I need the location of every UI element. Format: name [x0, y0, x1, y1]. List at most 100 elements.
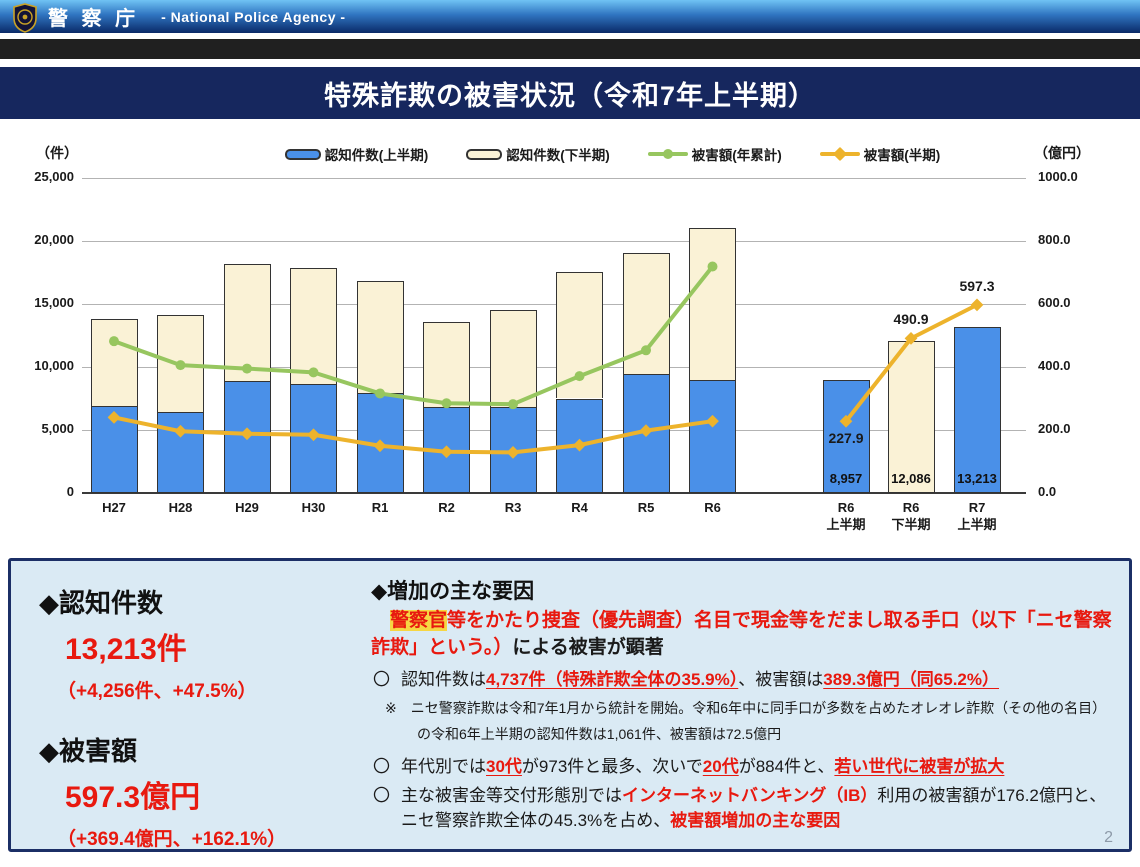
chart-legend: 認知件数(上半期) 認知件数(下半期) 被害額(年累計) 被害額(半期) — [85, 144, 1140, 164]
text-segment: 認知件数は — [401, 669, 486, 689]
x-label-line: 上半期 — [826, 517, 866, 532]
bullet-text: 認知件数は4,737件（特殊詐欺全体の35.9%）、被害額は389.3億円（同6… — [401, 667, 1115, 693]
left-tick-25000: 25,000 — [34, 169, 74, 184]
left-tick-5000: 5,000 — [41, 421, 74, 436]
factors-bullet-3: 〇 主な被害金等交付形態別ではインターネットバンキング（IB）利用の被害額が17… — [371, 783, 1115, 834]
x-label-line: 上半期 — [957, 517, 997, 532]
left-tick-0: 0 — [66, 484, 74, 499]
bar-R6-first-half — [689, 380, 736, 493]
legend-label: 認知件数(下半期) — [506, 148, 610, 163]
text-segment: 年代別では — [401, 757, 486, 777]
blue-bar-swatch-icon — [284, 148, 321, 160]
text-segment: 20代 — [702, 757, 739, 777]
line-marker-diamond — [174, 424, 187, 438]
factors-column: ◆増加の主な要因 警察官等をかたり捜査（優先調査）名目で現金等をだまし取る手口（… — [371, 561, 1129, 849]
text-segment: インターネットバンキング（IB） — [622, 785, 878, 805]
bar-value-label: 12,086 — [891, 471, 931, 486]
text-segment: 利用の被害額が176.2億円と、ニセ警察詐欺全体の45.3%を占め、 — [401, 785, 1107, 831]
left-axis-unit: （件） — [36, 145, 78, 161]
line-marker-circle — [175, 360, 186, 371]
cumulative-damage-line — [112, 264, 715, 407]
text-segment: による被害が顕著 — [512, 636, 664, 658]
x-label-R5: R5 — [637, 500, 655, 515]
legend-label: 被害額(年累計) — [691, 148, 782, 163]
line-marker-circle — [308, 367, 319, 378]
green-line-swatch-icon — [647, 147, 688, 161]
line-value-label: 597.3 — [959, 277, 995, 294]
line-marker-diamond — [440, 445, 453, 459]
line-marker-diamond — [107, 411, 121, 424]
right-tick-200: 200.0 — [1038, 421, 1071, 436]
bar-R6-second-half — [689, 227, 736, 381]
gridline-20000 — [82, 241, 1026, 242]
text-segment: 30代 — [486, 757, 522, 777]
x-label-line: 下半期 — [891, 517, 931, 532]
bar-R3-second-half — [489, 310, 537, 408]
bullet-marker: 〇 — [373, 785, 390, 805]
x-axis-line — [82, 492, 1026, 494]
damage-change: （+369.4億円、+162.1%） — [57, 829, 287, 850]
right-tick-400: 400.0 — [1038, 358, 1071, 373]
line-marker-circle — [242, 363, 252, 374]
x-label-H27: H27 — [102, 500, 126, 515]
cases-value: 13,213件 — [65, 633, 187, 666]
page-title: 特殊詐欺の被害状況（令和7年上半期） — [323, 80, 816, 111]
npa-emblem-icon — [13, 2, 37, 33]
left-tick-15000: 15,000 — [34, 295, 74, 310]
right-tick-600: 600.0 — [1038, 295, 1071, 310]
page-number: 2 — [1104, 829, 1113, 846]
right-tick-1000: 1000.0 — [1038, 169, 1078, 184]
legend-label: 被害額(半期) — [863, 148, 941, 163]
line-marker-diamond — [573, 438, 586, 452]
x-label-R7-上半期: R7 上半期 — [944, 499, 1010, 533]
right-tick-800: 800.0 — [1038, 232, 1071, 247]
damage-value: 597.3億円 — [65, 781, 201, 814]
separator-bar — [0, 39, 1140, 59]
chart-lines-overlay — [107, 261, 984, 459]
x-label-R2: R2 — [438, 500, 455, 515]
text-segment: 4,737件（特殊詐欺全体の35.9%） — [486, 669, 739, 689]
summary-panel: ◆認知件数 13,213件 （+4,256件、+47.5%） ◆被害額 597.… — [8, 558, 1132, 852]
damage-heading: ◆被害額 — [39, 736, 137, 766]
line-marker-diamond — [506, 446, 520, 459]
x-label-H30: H30 — [301, 500, 326, 515]
factors-heading: ◆増加の主な要因 — [371, 580, 535, 603]
line-marker-circle — [641, 345, 651, 356]
title-bar: 特殊詐欺の被害状況（令和7年上半期） — [0, 67, 1140, 119]
bullet-marker: 〇 — [373, 757, 390, 777]
x-label-R6-上半期: R6 上半期 — [813, 499, 879, 533]
line-marker-diamond — [373, 439, 387, 453]
text-segment: 389.3億円（同65.2%） — [823, 669, 999, 689]
left-tick-20000: 20,000 — [34, 232, 74, 247]
x-label-line: R7 — [968, 500, 986, 515]
line-marker-circle — [109, 336, 119, 347]
bullet-text: 年代別では30代が973件と最多、次いで20代が884件と、若い世代に被害が拡大 — [401, 754, 1115, 780]
bar-R1-second-half — [356, 280, 404, 393]
text-segment: 等をかたり捜査（優先調査）名目で現金等をだまし取る手口（以下「ニセ警察詐欺」とい… — [371, 610, 1112, 658]
bar-H30-second-half — [290, 268, 337, 384]
x-label-R6: R6 — [704, 500, 721, 515]
cases-heading: ◆認知件数 — [39, 588, 163, 618]
yellow-line-swatch-icon — [819, 146, 860, 162]
bar-R6-下半期 — [887, 340, 935, 493]
header-bar: 警 察 庁 - National Police Agency - — [0, 0, 1140, 33]
factors-bullet-1: 〇 認知件数は4,737件（特殊詐欺全体の35.9%）、被害額は389.3億円（… — [371, 667, 1115, 693]
line-marker-diamond — [240, 427, 254, 441]
text-segment: 、被害額は — [738, 669, 824, 689]
x-label-H29: H29 — [235, 500, 259, 515]
text-segment: が973件と最多、次いで — [521, 757, 703, 777]
line-marker-circle — [574, 371, 585, 382]
line-marker-circle — [707, 261, 718, 272]
gridline-15000 — [82, 304, 1026, 305]
bar-value-label: 13,213 — [957, 471, 997, 486]
x-label-line: R6 — [837, 500, 855, 515]
line-marker-circle — [441, 398, 452, 409]
legend-label: 認知件数(上半期) — [324, 148, 429, 163]
text-segment: 警察官 — [390, 610, 448, 631]
bar-R7-上半期 — [953, 326, 1001, 493]
bar-R2-second-half — [423, 322, 470, 407]
bar-value-label: 8,957 — [829, 471, 863, 486]
agency-name-en: - National Police Agency - — [161, 8, 346, 25]
agency-name-ja: 警 察 庁 — [48, 8, 140, 30]
text-segment: 若い世代に被害が拡大 — [834, 757, 1005, 777]
